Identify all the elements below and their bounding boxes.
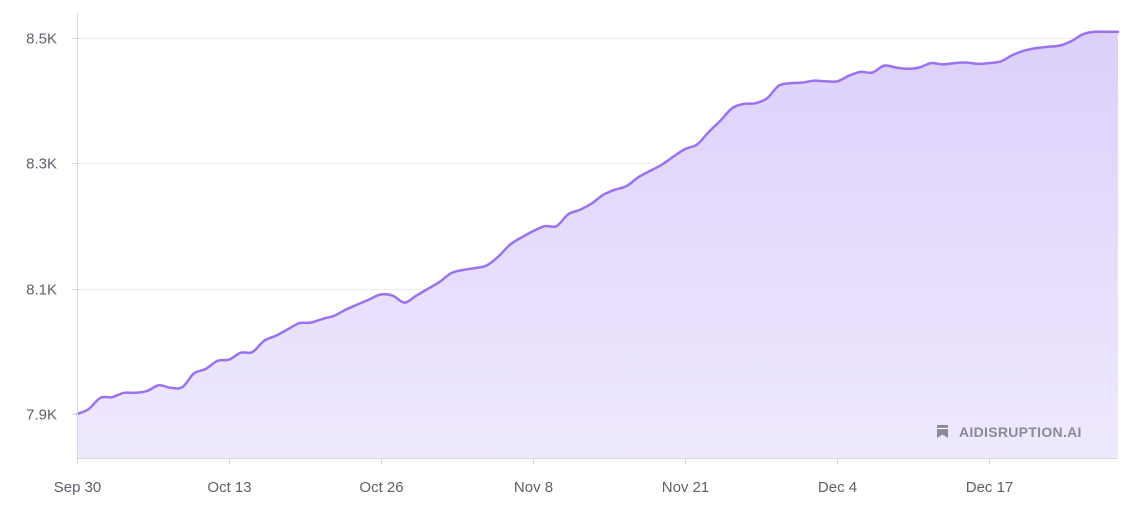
x-tick-label: Dec 4 xyxy=(818,479,857,496)
x-axis: Sep 30 Oct 13 Oct 26 Nov 8 Nov 21 Dec 4 Dec 17 xyxy=(54,458,1014,496)
y-tick-label: 8.3K xyxy=(26,156,57,173)
x-tick-label: Nov 8 xyxy=(514,479,553,496)
x-tick-label: Sep 30 xyxy=(54,479,102,496)
y-tick-label: 8.1K xyxy=(26,282,57,299)
y-axis: 7.9K 8.1K 8.3K 8.5K xyxy=(26,31,77,424)
y-tick-label: 7.9K xyxy=(26,407,57,424)
x-tick-label: Dec 17 xyxy=(966,479,1014,496)
series-area xyxy=(77,31,1118,458)
series-line xyxy=(75,30,1120,416)
watermark: AIDISRUPTION.AI xyxy=(937,424,1082,440)
watermark-text: AIDISRUPTION.AI xyxy=(959,424,1082,440)
y-tick-label: 8.5K xyxy=(26,31,57,48)
x-tick-label: Oct 26 xyxy=(359,479,403,496)
x-tick-label: Nov 21 xyxy=(662,479,710,496)
x-tick-label: Oct 13 xyxy=(207,479,251,496)
